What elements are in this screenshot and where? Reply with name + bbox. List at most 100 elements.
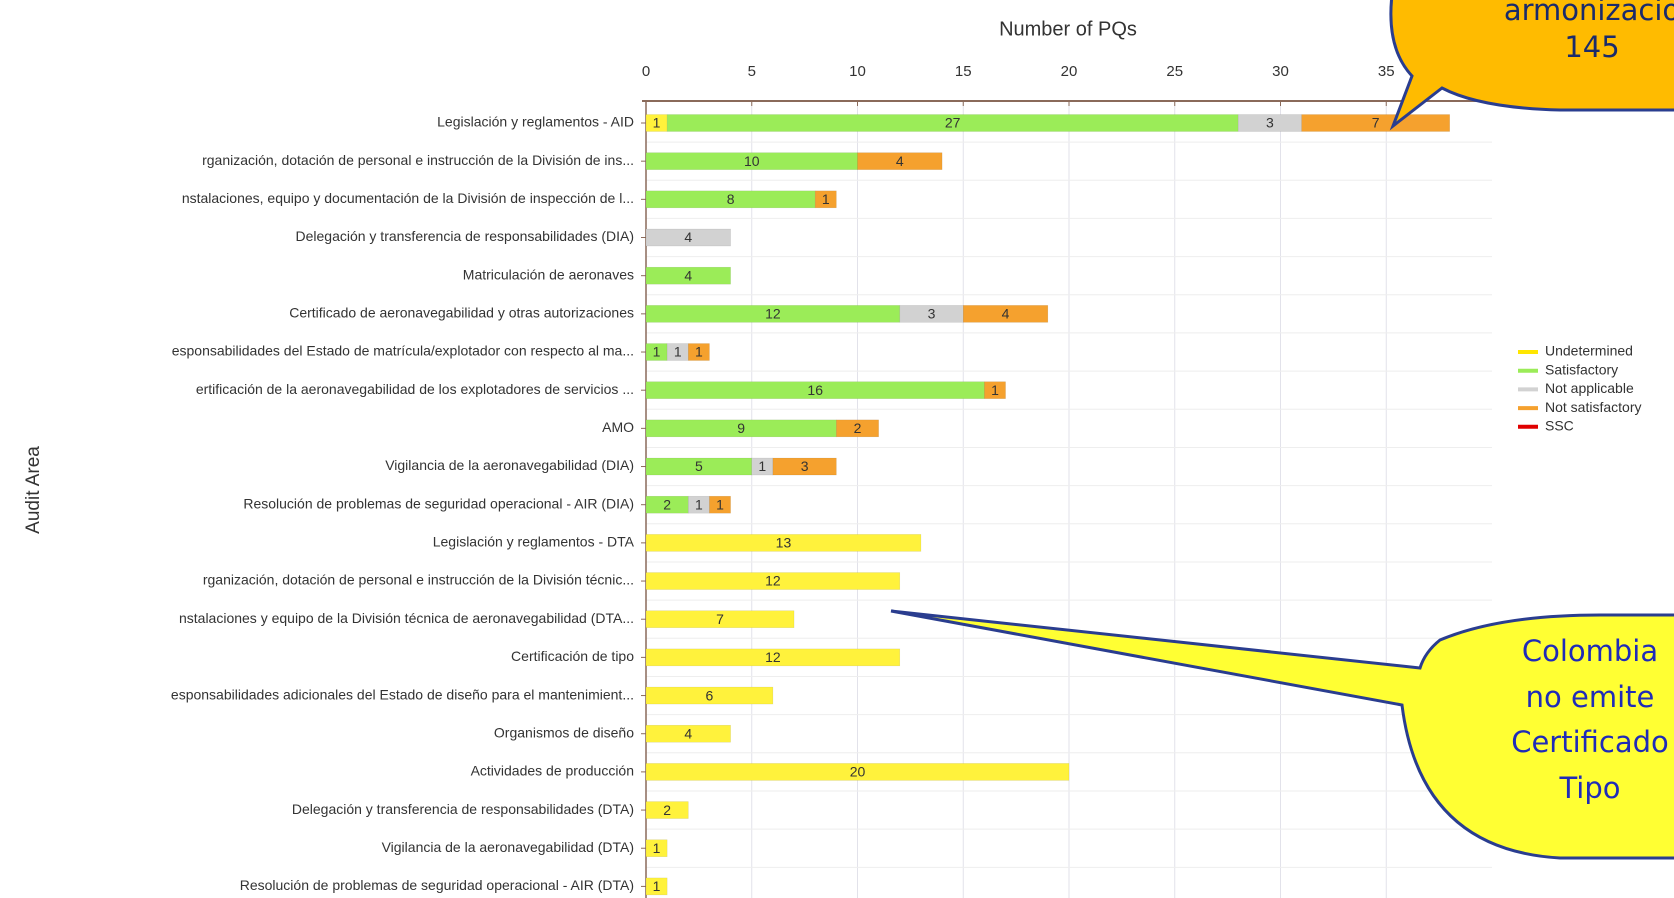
data-label: 3 — [801, 458, 809, 474]
y-tick-label: esponsabilidades del Estado de matrícula… — [172, 343, 634, 359]
data-label: 1 — [653, 115, 661, 131]
data-label: 6 — [706, 687, 714, 703]
y-tick-label: Delegación y transferencia de responsabi… — [295, 228, 634, 244]
callout-bubble — [890, 609, 1674, 860]
y-tick-label: Actividades de producción — [471, 763, 634, 779]
callout-bubble — [1389, 0, 1674, 131]
y-tick-label: Delegación y transferencia de responsabi… — [292, 801, 634, 817]
x-tick-label: 0 — [642, 63, 650, 80]
y-tick-label: nstalaciones y equipo de la División téc… — [179, 610, 634, 626]
y-tick-label: Vigilancia de la aeronavegabilidad (DIA) — [385, 457, 634, 473]
data-label: 5 — [695, 458, 703, 474]
bar-segment — [688, 343, 710, 361]
callout-text: Certificado — [1511, 725, 1669, 759]
bar-segment — [645, 763, 1070, 781]
data-label: 8 — [727, 191, 735, 207]
data-label: 1 — [695, 344, 703, 360]
bar-segment — [645, 877, 668, 896]
data-label: 1 — [991, 382, 999, 398]
y-tick-label: AMO — [602, 419, 634, 435]
y-tick-label: Resolución de problemas de seguridad ope… — [243, 495, 634, 511]
data-label: 7 — [1372, 115, 1380, 131]
data-label: 10 — [744, 153, 760, 169]
y-axis-title: Audit Area — [23, 446, 44, 534]
data-label: 4 — [1002, 306, 1010, 322]
y-tick-label: Organismos de diseño — [494, 724, 634, 740]
data-label: 3 — [1266, 115, 1274, 131]
x-tick-label: 25 — [1166, 63, 1183, 80]
data-label: 4 — [684, 267, 692, 283]
data-label: 1 — [674, 344, 682, 360]
bar-segment — [1301, 114, 1450, 132]
bar-segment — [645, 839, 668, 857]
bar-segment — [645, 266, 731, 285]
callout-text: no emite — [1526, 680, 1655, 714]
x-tick-label: 10 — [849, 63, 866, 80]
data-label: 1 — [695, 496, 703, 512]
data-label: 27 — [945, 115, 961, 131]
y-tick-label: rganización, dotación de personal e inst… — [203, 572, 634, 588]
data-label: 2 — [663, 802, 671, 818]
y-tick-label: Resolución de problemas de seguridad ope… — [240, 877, 634, 893]
callout-text: armonizacio — [1504, 0, 1674, 27]
bar-segment — [645, 724, 731, 743]
y-tick-label: Matriculación de aeronaves — [463, 266, 634, 282]
callouts: armonizacio 145 Colombia no emite Certif… — [890, 0, 1674, 860]
data-label: 20 — [850, 764, 866, 780]
callout-text: Colombia — [1522, 634, 1658, 668]
data-label: 12 — [765, 649, 781, 665]
bar-segment — [709, 495, 731, 514]
data-label: 16 — [807, 382, 823, 398]
y-tick-label: Certificación de tipo — [511, 648, 634, 664]
y-tick-label: Vigilancia de la aeronavegabilidad (DTA) — [382, 839, 634, 855]
bar-segment — [857, 152, 943, 170]
x-tick-label: 35 — [1378, 63, 1395, 80]
data-label: 3 — [928, 306, 936, 322]
data-label: 12 — [765, 306, 781, 322]
bar-segment — [645, 648, 901, 667]
bar-segment — [645, 686, 774, 705]
data-label: 1 — [653, 344, 661, 360]
data-label: 1 — [653, 878, 661, 894]
bar-segment — [984, 381, 1006, 399]
x-tick-label: 15 — [955, 63, 972, 80]
bar-segment — [963, 305, 1049, 323]
y-tick-label: Certificado de aeronavegabilidad y otras… — [289, 305, 634, 321]
callout-text: Tipo — [1558, 771, 1620, 805]
data-label: 4 — [896, 153, 904, 169]
bar-segment — [645, 801, 689, 819]
y-tick-label: Legislación y reglamentos - AID — [437, 114, 634, 130]
bar-segment — [814, 190, 837, 209]
data-label: 2 — [663, 496, 671, 512]
bar-segment — [645, 228, 731, 247]
data-label: 1 — [716, 496, 724, 512]
bar-segment — [645, 572, 901, 590]
legend-label: SSC — [1545, 418, 1574, 434]
data-label: 9 — [737, 420, 745, 436]
x-tick-label: 30 — [1272, 63, 1289, 80]
data-label: 1 — [758, 458, 766, 474]
legend-label: Not satisfactory — [1545, 399, 1641, 415]
data-label: 1 — [653, 840, 661, 856]
data-label: 12 — [765, 573, 781, 589]
y-tick-label: ertificación de la aeronavegabilidad de … — [196, 381, 634, 397]
bar-segment — [836, 419, 879, 438]
legend-label: Not applicable — [1545, 380, 1634, 396]
data-label: 13 — [776, 535, 792, 551]
bar-segment — [1237, 114, 1302, 132]
legend-label: Satisfactory — [1545, 361, 1618, 377]
y-tick-label: Legislación y reglamentos - DTA — [433, 534, 635, 550]
y-tick-label: esponsabilidades adicionales del Estado … — [171, 686, 634, 702]
x-tick-label: 5 — [748, 63, 756, 80]
bar-segment — [645, 610, 795, 628]
bar-segment — [772, 457, 837, 476]
data-label: 1 — [822, 191, 830, 207]
callout-text: 145 — [1564, 30, 1619, 64]
data-label: 4 — [684, 229, 692, 245]
x-axis-title: Number of PQs — [999, 18, 1137, 40]
y-tick-label: nstalaciones, equipo y documentación de … — [182, 190, 634, 206]
data-label: 4 — [684, 725, 692, 741]
legend-label: Undetermined — [1545, 343, 1633, 359]
